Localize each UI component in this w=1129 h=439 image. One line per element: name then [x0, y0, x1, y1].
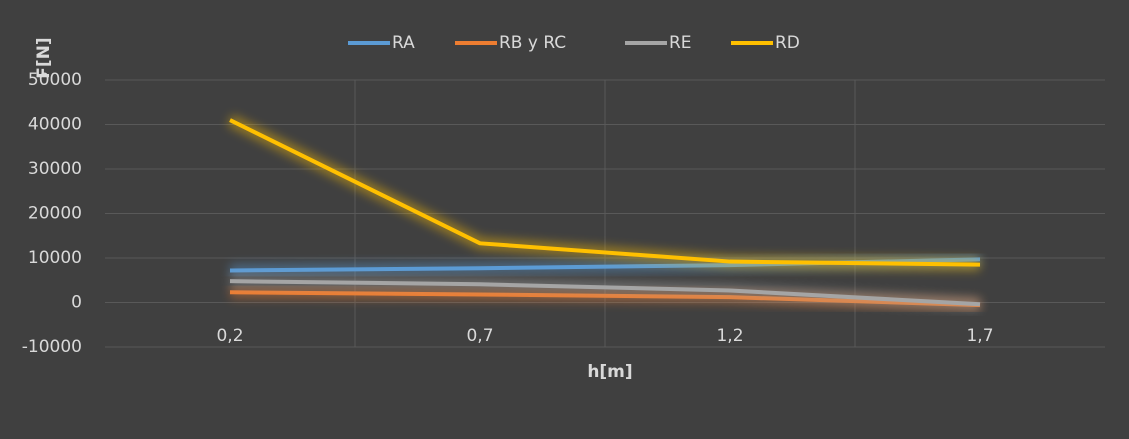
- legend-label: RA: [392, 33, 415, 53]
- y-tick-label: 50000: [28, 70, 82, 90]
- y-tick-label: 0: [71, 293, 82, 313]
- x-tick-label: 1,7: [966, 326, 993, 346]
- x-tick-label: 0,2: [216, 326, 243, 346]
- legend-label: RE: [669, 33, 692, 53]
- series-line: [229, 279, 981, 307]
- y-tick-label: 20000: [28, 204, 82, 224]
- x-axis-label: h[m]: [587, 362, 632, 382]
- y-tick-label: 30000: [28, 159, 82, 179]
- y-tick-label: -10000: [22, 337, 82, 357]
- x-tick-label: 0,7: [466, 326, 493, 346]
- legend-label: RD: [775, 33, 800, 53]
- y-axis-label: F[N]: [34, 37, 54, 78]
- y-tick-label: 10000: [28, 248, 82, 268]
- series-line: [229, 118, 981, 267]
- y-tick-label: 40000: [28, 115, 82, 135]
- x-tick-label: 1,2: [716, 326, 743, 346]
- legend-label: RB y RC: [499, 33, 566, 53]
